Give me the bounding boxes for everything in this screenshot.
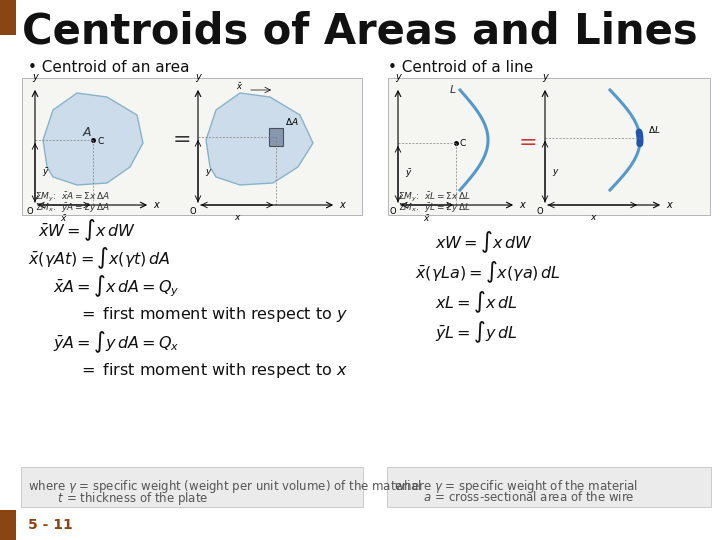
- Text: $\bar{y}L = \int y\,dL$: $\bar{y}L = \int y\,dL$: [435, 319, 518, 345]
- FancyBboxPatch shape: [387, 467, 711, 507]
- Text: $\bar{x}(\gamma At) = \int x(\gamma t)\,dA$: $\bar{x}(\gamma At) = \int x(\gamma t)\,…: [28, 245, 171, 271]
- Text: y: y: [395, 72, 401, 82]
- Text: $a$ = cross-sectional area of the wire: $a$ = cross-sectional area of the wire: [394, 490, 634, 504]
- Text: A: A: [83, 126, 91, 139]
- Text: $xL = \int x\,dL$: $xL = \int x\,dL$: [435, 289, 518, 315]
- FancyBboxPatch shape: [21, 467, 363, 507]
- Text: y: y: [195, 72, 201, 82]
- Text: $\bar{x}$: $\bar{x}$: [60, 213, 68, 224]
- Text: • Centroid of an area: • Centroid of an area: [28, 60, 189, 76]
- Text: $\Sigma M_x$:  $\bar{y}L = \Sigma y\,\Delta L$: $\Sigma M_x$: $\bar{y}L = \Sigma y\,\Del…: [398, 201, 471, 214]
- Text: 5 - 11: 5 - 11: [28, 518, 73, 532]
- Bar: [269, 128, 283, 146]
- Text: $\bar{x}$: $\bar{x}$: [423, 213, 431, 224]
- Bar: [0, 510, 16, 540]
- Text: $\Sigma M_y$:  $\bar{x}L = \Sigma x\,\Delta L$: $\Sigma M_y$: $\bar{x}L = \Sigma x\,\Del…: [398, 191, 471, 204]
- Polygon shape: [43, 93, 143, 185]
- Text: x: x: [666, 200, 672, 210]
- Text: x: x: [590, 213, 595, 222]
- Text: O: O: [390, 207, 396, 216]
- Text: L: L: [450, 85, 456, 95]
- Text: $\bar{x}(\gamma La) = \int x(\gamma a)\,dL$: $\bar{x}(\gamma La) = \int x(\gamma a)\,…: [415, 259, 561, 285]
- Text: $\bar{x}$: $\bar{x}$: [236, 81, 243, 92]
- Text: $\bar{x}W = \int x\,dW$: $\bar{x}W = \int x\,dW$: [38, 217, 135, 243]
- Text: $xW = \int x\,dW$: $xW = \int x\,dW$: [435, 229, 533, 255]
- Text: O: O: [189, 207, 196, 216]
- Text: y: y: [32, 72, 38, 82]
- Text: $\Delta L$: $\Delta L$: [648, 124, 660, 135]
- Text: =: =: [173, 130, 192, 150]
- Text: $\bar{x}A = \int x\,dA = Q_y$: $\bar{x}A = \int x\,dA = Q_y$: [53, 273, 179, 299]
- Text: x: x: [153, 200, 158, 210]
- Text: =: =: [518, 133, 537, 153]
- Text: y: y: [542, 72, 548, 82]
- Text: x: x: [234, 213, 240, 222]
- Text: $= $ first moment with respect to $y$: $= $ first moment with respect to $y$: [78, 305, 348, 323]
- Text: $\Sigma M_y$:  $\bar{x}A = \Sigma x\,\Delta A$: $\Sigma M_y$: $\bar{x}A = \Sigma x\,\Del…: [35, 191, 110, 204]
- Text: y: y: [205, 166, 210, 176]
- Text: • Centroid of a line: • Centroid of a line: [388, 60, 534, 76]
- Text: y: y: [552, 167, 557, 176]
- Text: $\Sigma M_x$:  $\bar{y}A = \Sigma y\,\Delta A$: $\Sigma M_x$: $\bar{y}A = \Sigma y\,\Del…: [35, 201, 110, 214]
- Bar: [0, 0, 16, 35]
- Text: $\Delta A$: $\Delta A$: [285, 116, 299, 127]
- Text: O: O: [27, 207, 33, 216]
- Text: $= $ first moment with respect to $x$: $= $ first moment with respect to $x$: [78, 361, 348, 380]
- Text: $\bar{y}$: $\bar{y}$: [42, 166, 50, 179]
- Bar: [388, 78, 710, 215]
- Text: O: O: [536, 207, 543, 216]
- Text: Centroids of Areas and Lines: Centroids of Areas and Lines: [22, 11, 698, 53]
- Bar: [22, 78, 362, 215]
- Polygon shape: [206, 93, 313, 185]
- Text: $t$ = thickness of the plate: $t$ = thickness of the plate: [28, 490, 208, 507]
- Text: x: x: [519, 200, 525, 210]
- Text: $\bar{y}A = \int y\,dA = Q_x$: $\bar{y}A = \int y\,dA = Q_x$: [53, 329, 179, 355]
- Text: where $\gamma$ = specific weight of the material: where $\gamma$ = specific weight of the …: [394, 478, 638, 495]
- Text: C: C: [97, 137, 103, 145]
- Text: where $\gamma$ = specific weight (weight per unit volume) of the material: where $\gamma$ = specific weight (weight…: [28, 478, 421, 495]
- Text: $\bar{y}$: $\bar{y}$: [405, 167, 413, 180]
- Text: x: x: [339, 200, 345, 210]
- Text: C: C: [460, 139, 467, 148]
